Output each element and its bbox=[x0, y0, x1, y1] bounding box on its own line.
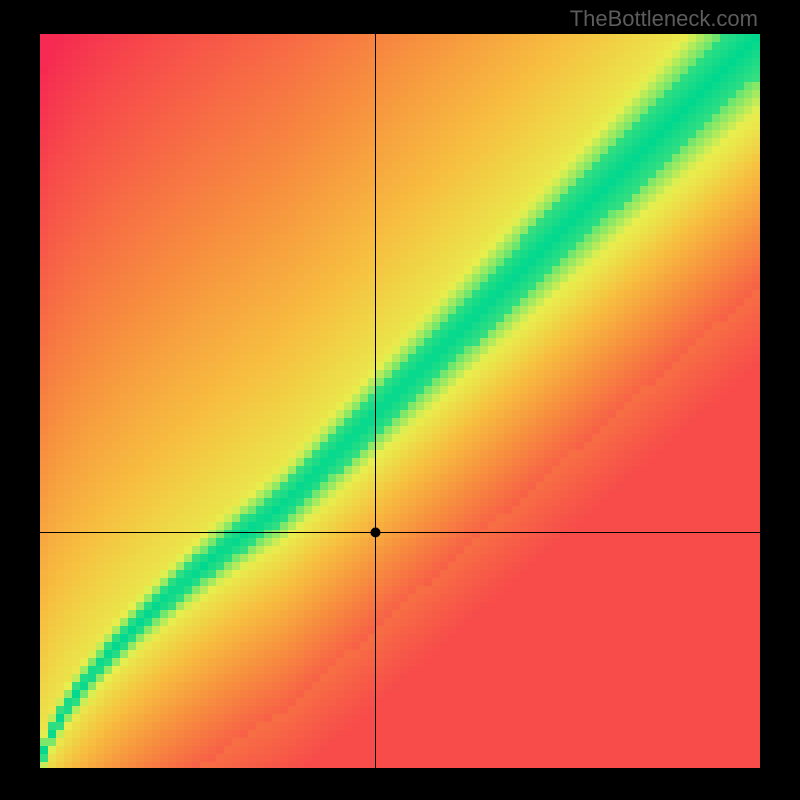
chart-container: TheBottleneck.com bbox=[0, 0, 800, 800]
watermark-text: TheBottleneck.com bbox=[570, 6, 758, 32]
heatmap-canvas bbox=[40, 34, 760, 768]
